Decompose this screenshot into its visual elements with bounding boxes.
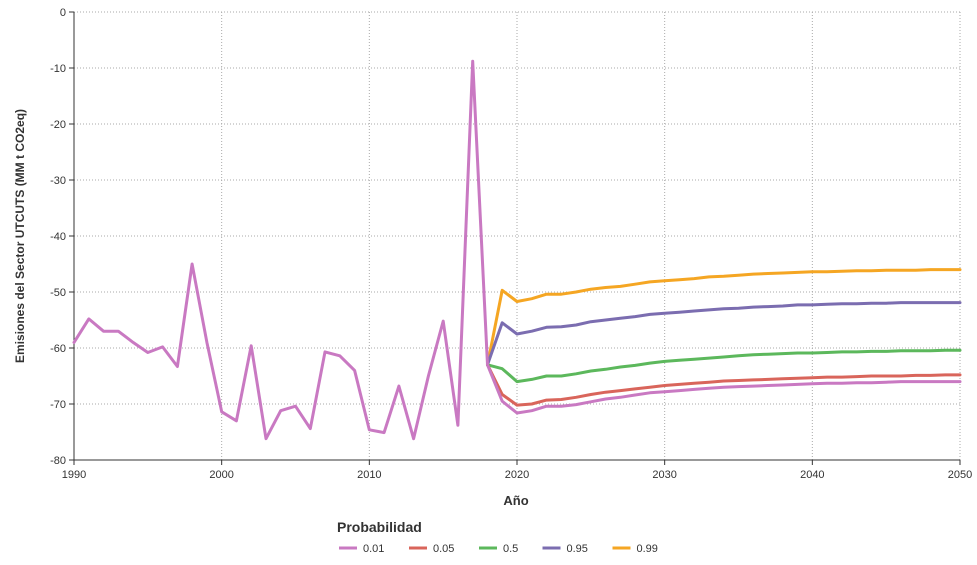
series-line-0_01 xyxy=(72,59,962,441)
legend: 0.01 0.05 0.5 0.95 0.99 xyxy=(339,543,658,555)
y-tick-label: -50 xyxy=(50,287,66,299)
series-line-0_05 xyxy=(486,363,962,407)
series-lines xyxy=(72,59,962,441)
y-axis-label: Emisiones del Sector UTCUTS (MM t CO2eq) xyxy=(13,109,27,363)
y-tick-label: 0 xyxy=(60,7,66,19)
series-line-0_95 xyxy=(486,301,962,367)
y-tick-label: -70 xyxy=(50,399,66,411)
series-line-0_5 xyxy=(486,348,962,384)
series-line-0_99 xyxy=(486,268,962,367)
y-tick-label: -80 xyxy=(50,455,66,467)
x-axis-label: Año xyxy=(503,493,528,508)
x-tick-label: 2020 xyxy=(505,469,529,481)
x-tick-label: 2040 xyxy=(800,469,824,481)
legend-label: 0.5 xyxy=(503,543,518,555)
x-tick-label: 1990 xyxy=(62,469,86,481)
axes: 0 -10 -20 -30 -40 -50 -60 -70 -80 1990 2000 2010 202… xyxy=(50,7,972,481)
x-tick-label: 2030 xyxy=(652,469,676,481)
y-tick-label: -60 xyxy=(50,343,66,355)
x-tick-label: 2050 xyxy=(948,469,972,481)
legend-title: Probabilidad xyxy=(337,519,422,535)
legend-label: 0.05 xyxy=(433,543,454,555)
legend-label: 0.99 xyxy=(637,543,658,555)
y-tick-label: -20 xyxy=(50,119,66,131)
grid xyxy=(73,11,961,461)
x-tick-label: 2010 xyxy=(357,469,381,481)
y-tick-label: -30 xyxy=(50,175,66,187)
y-tick-label: -40 xyxy=(50,231,66,243)
legend-label: 0.01 xyxy=(363,543,384,555)
y-tick-label: -10 xyxy=(50,63,66,75)
legend-label: 0.95 xyxy=(567,543,588,555)
x-tick-label: 2000 xyxy=(209,469,233,481)
